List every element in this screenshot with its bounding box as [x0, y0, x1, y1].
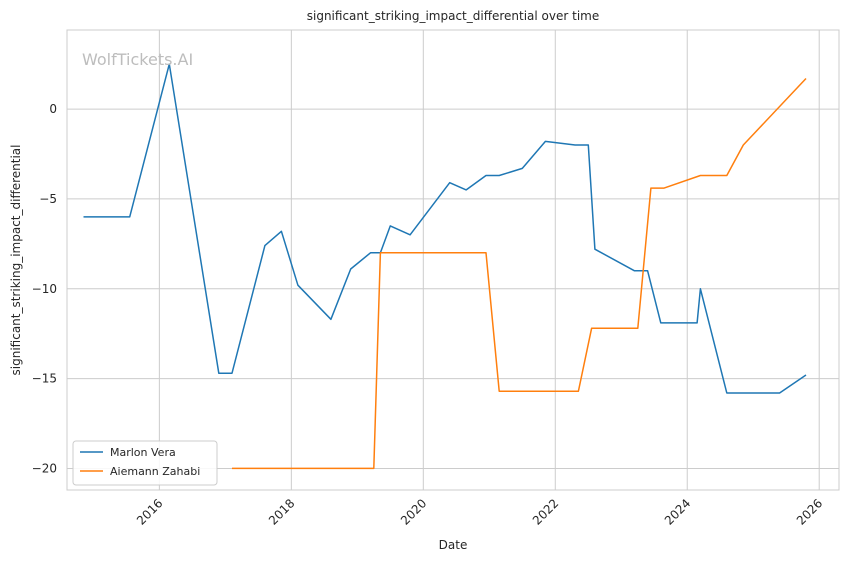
legend-items: Marlon Vera Aiemann Zahabi [80, 446, 200, 478]
y-tick-label: −15 [32, 372, 57, 386]
legend: Marlon Vera Aiemann Zahabi [72, 440, 218, 486]
legend-label-1: Aiemann Zahabi [110, 465, 200, 478]
y-axis-ticks: 0 −5 −10 −15 −20 [32, 102, 57, 475]
x-axis-label: Date [439, 538, 468, 552]
legend-box [72, 440, 218, 486]
grid [67, 30, 839, 490]
series-line-0 [83, 63, 807, 394]
plot-area [66, 29, 840, 491]
y-axis-label: significant_striking_impact_differential [9, 145, 23, 376]
y-tick-label: 0 [49, 102, 57, 116]
watermark: WolfTickets.AI [82, 50, 193, 69]
series-line-1 [232, 77, 807, 470]
y-tick-label: −20 [32, 461, 57, 475]
y-tick-label: −10 [32, 282, 57, 296]
y-tick-label: −5 [39, 192, 57, 206]
legend-label-0: Marlon Vera [110, 446, 176, 459]
series-lines [83, 63, 807, 470]
chart-title: significant_striking_impact_differential… [307, 9, 599, 23]
